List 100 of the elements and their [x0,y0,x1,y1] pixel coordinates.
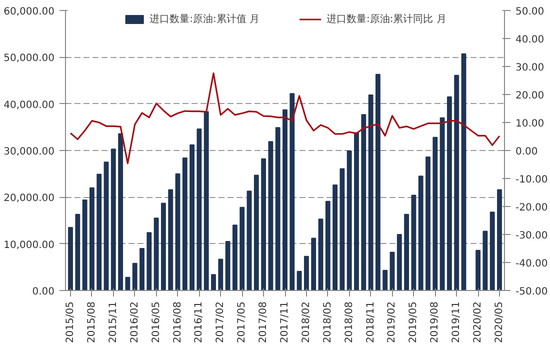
bar [318,218,324,290]
bar [476,250,481,290]
bar [311,238,316,290]
bar [296,270,302,290]
bar [332,184,338,290]
bar [390,252,395,290]
x-tick-label: 2020/05 [494,301,505,344]
bar [75,214,80,290]
bar [368,94,374,290]
y2-tick-label: 50.00 [516,6,544,18]
bar [411,194,416,290]
bar [275,127,280,290]
y2-tick-label: 30.00 [516,62,544,74]
bar [340,168,345,290]
bar [446,96,452,290]
bar [182,157,188,290]
y2-tick-label: -10.00 [516,174,548,186]
bar [132,262,138,290]
bar [346,150,352,290]
bar [354,132,359,290]
bar [268,141,274,290]
bar [175,173,180,290]
bar [325,200,330,290]
x-tick-label: 2020/02 [472,301,484,344]
x-tick-label: 2016/08 [172,301,184,344]
y-tick-label: 50,000.00 [4,53,55,64]
bar [454,74,460,290]
bar [290,93,295,290]
bar [168,189,174,290]
bar [304,256,309,290]
bar [96,174,102,290]
y-tick-label: 20,000.00 [4,193,55,204]
bar [375,74,380,290]
x-tick-label: 2017/05 [236,301,248,344]
bar [68,227,73,290]
bar [490,212,495,290]
y2-tick-label: -40.00 [516,258,548,270]
y-tick-label: 60,000.00 [4,6,55,18]
line-series [70,72,500,164]
bar [482,230,488,290]
bar [497,189,502,290]
bar [154,218,159,290]
legend-label: 进口数量:原油:累计同比 月 [326,12,446,26]
bar [440,117,445,290]
bar [382,270,388,290]
y-tick-label: 30,000.00 [4,146,55,158]
y2-tick-label: -30.00 [516,230,548,242]
bar [160,202,166,290]
bar [461,53,466,290]
x-tick-label: 2017/11 [280,301,290,344]
bar [225,241,230,290]
bar [125,276,130,290]
x-tick-label: 2019/05 [408,301,420,344]
x-tick-label: 2019/02 [386,301,398,344]
bar [432,136,438,290]
bar [246,190,252,290]
bar [261,158,266,290]
x-tick-label: 2018/02 [300,301,312,344]
x-tick-label: 2016/11 [194,301,205,344]
y2-tick-label: 20.00 [516,90,544,102]
bar [361,114,366,290]
bar [82,199,88,290]
x-tick-label: 2017/08 [258,301,270,344]
x-tick-label: 2018/08 [344,301,355,344]
y2-tick-label: -50.00 [516,286,548,298]
x-tick-label: 2019/11 [451,301,462,344]
bar [396,234,402,290]
bar [196,128,202,290]
bar [240,206,245,290]
bar [404,214,410,290]
bar [110,148,116,290]
bar [211,274,216,290]
bar [218,258,224,290]
x-tick-label: 2015/05 [65,301,76,344]
bar [140,248,144,290]
bar [232,224,238,290]
bar [282,109,288,290]
x-tick-label: 2019/08 [430,301,441,344]
bar [204,111,209,290]
bar [254,174,259,290]
x-tick-label: 2018/05 [322,301,334,344]
y2-tick-label: 40.00 [516,34,544,46]
y-tick-label: 0.00 [32,286,54,298]
x-tick-label: 2016/05 [150,301,162,344]
y2-tick-label: 0.00 [516,146,538,158]
bar [190,144,195,290]
x-tick-label: 2015/08 [86,301,98,344]
x-tick-label: 2017/02 [215,301,226,344]
legend-label: 进口数量:原油:累计值 月 [150,12,260,26]
bar [426,156,430,290]
x-tick-label: 2016/02 [129,301,140,344]
bar [89,187,94,290]
y-tick-label: 40,000.00 [4,100,55,111]
bar [146,232,152,290]
y2-tick-label: -20.00 [516,202,548,214]
x-tick-label: 2015/11 [108,301,119,344]
y-tick-label: 10,000.00 [4,240,55,251]
bar [118,133,124,290]
bar [104,162,109,290]
y2-tick-label: 10.00 [516,118,544,130]
